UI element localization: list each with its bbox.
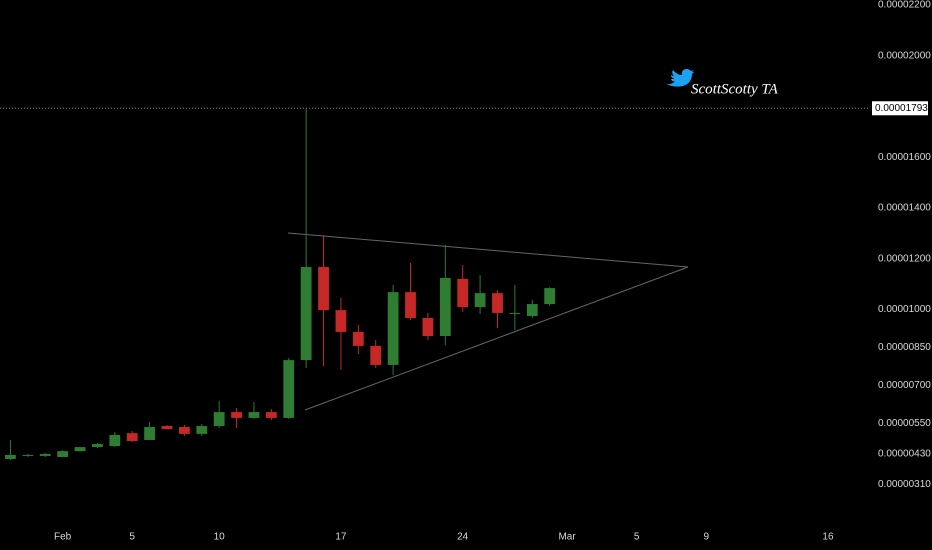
x-tick-label: 5 bbox=[129, 532, 135, 543]
y-tick-label: 0.00000550 bbox=[878, 418, 931, 429]
candle-body bbox=[196, 426, 208, 434]
price-label-box bbox=[872, 101, 928, 116]
candle-body bbox=[57, 451, 69, 457]
twitter-icon bbox=[666, 69, 694, 87]
candle-body bbox=[213, 412, 225, 427]
candle-body bbox=[370, 345, 382, 365]
x-tick-label: 9 bbox=[703, 532, 709, 543]
x-tick-label: 24 bbox=[457, 532, 469, 543]
x-tick-label: Feb bbox=[54, 532, 72, 543]
x-tick-label: 17 bbox=[335, 532, 347, 543]
y-tick-label: 0.00001400 bbox=[878, 203, 931, 214]
candle-body bbox=[439, 277, 451, 337]
y-tick-label: 0.00000700 bbox=[878, 380, 931, 391]
candle-body bbox=[248, 412, 260, 418]
x-tick-label: Mar bbox=[558, 532, 576, 543]
candle-body bbox=[300, 267, 312, 361]
y-tick-label: 0.00001200 bbox=[878, 253, 931, 264]
x-tick-label: 16 bbox=[822, 532, 834, 543]
candle-body bbox=[109, 434, 121, 447]
candle-body bbox=[352, 331, 364, 346]
candle-body bbox=[526, 304, 538, 316]
candle-body bbox=[39, 453, 51, 456]
y-tick-label: 0.00001600 bbox=[878, 152, 931, 163]
candle-body bbox=[283, 360, 295, 418]
candle-body bbox=[318, 267, 329, 311]
candle-body bbox=[387, 292, 399, 365]
candle-body bbox=[74, 447, 86, 452]
candle-body bbox=[5, 454, 16, 459]
candle-body bbox=[335, 310, 347, 332]
y-tick-label: 0.00002000 bbox=[878, 50, 931, 61]
candle-body bbox=[144, 427, 155, 440]
candle-body bbox=[231, 412, 242, 418]
price-label: 0.00001793 bbox=[875, 103, 928, 114]
candle-body bbox=[544, 288, 556, 305]
candle-body bbox=[265, 412, 277, 418]
y-tick-label: 0.00000310 bbox=[878, 479, 931, 490]
candle-body bbox=[22, 454, 34, 456]
x-tick-label: 10 bbox=[214, 532, 226, 543]
candle-body bbox=[178, 427, 190, 434]
candle-body bbox=[161, 426, 173, 430]
candle-body bbox=[92, 444, 103, 448]
y-tick-label: 0.00000430 bbox=[878, 449, 931, 460]
y-tick-label: 0.00001000 bbox=[878, 304, 931, 315]
candle-body bbox=[457, 278, 469, 308]
watermark: ScottScotty TA bbox=[691, 81, 779, 97]
trend-line bbox=[287, 232, 689, 268]
candle-body bbox=[422, 318, 434, 337]
y-tick-label: 0.00000850 bbox=[878, 342, 931, 353]
candle-body bbox=[492, 293, 503, 313]
candle-body bbox=[405, 292, 416, 318]
trend-line bbox=[304, 266, 689, 411]
candle-body bbox=[474, 293, 486, 308]
y-tick-label: 0.00002200 bbox=[878, 0, 931, 11]
candle-body bbox=[509, 312, 521, 314]
candle-body bbox=[126, 433, 138, 441]
x-tick-label: 5 bbox=[634, 532, 640, 543]
